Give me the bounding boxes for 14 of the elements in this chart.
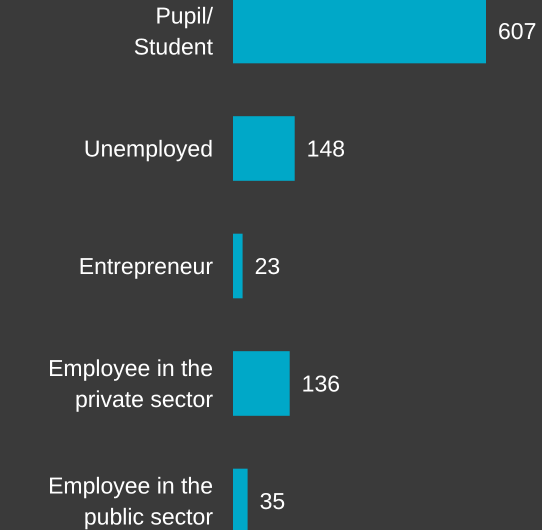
y-tick-label: Entrepreneur [78,253,214,279]
data-label: 35 [260,488,286,514]
y-tick-label: Pupil/ Student [134,2,214,60]
data-label: 23 [254,253,280,279]
bar [233,0,486,64]
bar [233,116,295,181]
bar [233,351,290,416]
data-label: 136 [302,370,340,396]
bar [233,234,243,298]
y-tick-label: Employee in the public sector [48,472,214,530]
y-tick-label: Unemployed [84,136,213,162]
y-tick-label: Employee in the private sector [48,354,214,412]
data-label: 148 [306,136,346,162]
data-label: 607 [498,18,536,44]
